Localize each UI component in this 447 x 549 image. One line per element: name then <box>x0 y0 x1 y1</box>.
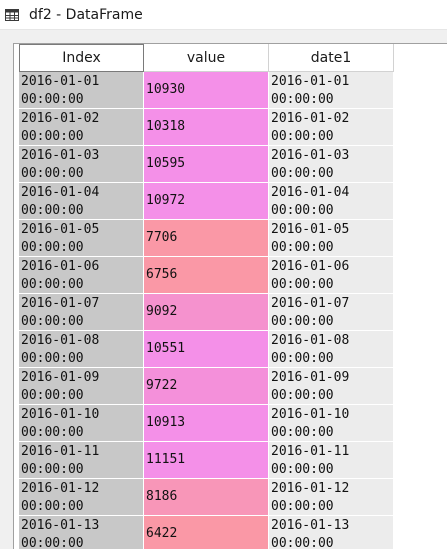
index-cell[interactable]: 2016-01-07 00:00:00 <box>19 294 144 331</box>
value-cell[interactable]: 7706 <box>144 220 269 257</box>
table-row[interactable]: 2016-01-08 00:00:00 10551 2016-01-08 00:00… <box>19 331 394 368</box>
table-row[interactable]: 2016-01-01 00:00:00 10930 2016-01-01 00:00… <box>19 72 394 109</box>
value-cell[interactable]: 10318 <box>144 109 269 146</box>
date1-cell[interactable]: 2016-01-03 00:00:00 <box>269 146 394 183</box>
value-cell[interactable]: 9722 <box>144 368 269 405</box>
table-row[interactable]: 2016-01-03 00:00:00 10595 2016-01-03 00:00… <box>19 146 394 183</box>
date1-cell[interactable]: 2016-01-05 00:00:00 <box>269 220 394 257</box>
dataframe-table: Index value date1 2016-01-01 00:00:00 109… <box>13 43 447 549</box>
index-cell[interactable]: 2016-01-04 00:00:00 <box>19 183 144 220</box>
date1-cell[interactable]: 2016-01-10 00:00:00 <box>269 405 394 442</box>
value-cell[interactable]: 10913 <box>144 405 269 442</box>
window-client-area: Index value date1 2016-01-01 00:00:00 109… <box>0 30 447 549</box>
date1-cell[interactable]: 2016-01-13 00:00:00 <box>269 516 394 549</box>
index-cell[interactable]: 2016-01-01 00:00:00 <box>19 72 144 109</box>
value-cell[interactable]: 6422 <box>144 516 269 549</box>
index-cell[interactable]: 2016-01-06 00:00:00 <box>19 257 144 294</box>
column-header-date1[interactable]: date1 <box>269 44 394 72</box>
index-cell[interactable]: 2016-01-08 00:00:00 <box>19 331 144 368</box>
table-row[interactable]: 2016-01-11 00:00:00 11151 2016-01-11 00:00… <box>19 442 394 479</box>
index-cell[interactable]: 2016-01-09 00:00:00 <box>19 368 144 405</box>
date1-cell[interactable]: 2016-01-09 00:00:00 <box>269 368 394 405</box>
window-titlebar: df2 - DataFrame <box>0 0 447 30</box>
table-row[interactable]: 2016-01-12 00:00:00 8186 2016-01-12 00:00:… <box>19 479 394 516</box>
date1-cell[interactable]: 2016-01-04 00:00:00 <box>269 183 394 220</box>
table-row[interactable]: 2016-01-07 00:00:00 9092 2016-01-07 00:00:… <box>19 294 394 331</box>
value-cell[interactable]: 6756 <box>144 257 269 294</box>
table-row[interactable]: 2016-01-09 00:00:00 9722 2016-01-09 00:00:… <box>19 368 394 405</box>
index-cell[interactable]: 2016-01-03 00:00:00 <box>19 146 144 183</box>
index-cell[interactable]: 2016-01-05 00:00:00 <box>19 220 144 257</box>
date1-cell[interactable]: 2016-01-06 00:00:00 <box>269 257 394 294</box>
table-row[interactable]: 2016-01-04 00:00:00 10972 2016-01-04 00:00… <box>19 183 394 220</box>
date1-cell[interactable]: 2016-01-07 00:00:00 <box>269 294 394 331</box>
table-header: Index value date1 <box>19 44 394 72</box>
value-cell[interactable]: 10595 <box>144 146 269 183</box>
index-cell[interactable]: 2016-01-10 00:00:00 <box>19 405 144 442</box>
value-cell[interactable]: 10551 <box>144 331 269 368</box>
value-cell[interactable]: 10930 <box>144 72 269 109</box>
value-cell[interactable]: 8186 <box>144 479 269 516</box>
index-cell[interactable]: 2016-01-13 00:00:00 <box>19 516 144 549</box>
index-cell[interactable]: 2016-01-12 00:00:00 <box>19 479 144 516</box>
column-header-index[interactable]: Index <box>19 44 144 72</box>
index-cell[interactable]: 2016-01-11 00:00:00 <box>19 442 144 479</box>
table-row[interactable]: 2016-01-06 00:00:00 6756 2016-01-06 00:00:… <box>19 257 394 294</box>
table-icon <box>5 8 19 21</box>
table-body: 2016-01-01 00:00:00 10930 2016-01-01 00:00… <box>19 72 394 549</box>
date1-cell[interactable]: 2016-01-01 00:00:00 <box>269 72 394 109</box>
index-cell[interactable]: 2016-01-02 00:00:00 <box>19 109 144 146</box>
column-header-value[interactable]: value <box>144 44 269 72</box>
value-cell[interactable]: 10972 <box>144 183 269 220</box>
date1-cell[interactable]: 2016-01-11 00:00:00 <box>269 442 394 479</box>
value-cell[interactable]: 9092 <box>144 294 269 331</box>
window-title: df2 - DataFrame <box>29 6 143 23</box>
date1-cell[interactable]: 2016-01-02 00:00:00 <box>269 109 394 146</box>
value-cell[interactable]: 11151 <box>144 442 269 479</box>
table-row[interactable]: 2016-01-05 00:00:00 7706 2016-01-05 00:00:… <box>19 220 394 257</box>
table-row[interactable]: 2016-01-13 00:00:00 6422 2016-01-13 00:00:… <box>19 516 394 549</box>
table-row[interactable]: 2016-01-10 00:00:00 10913 2016-01-10 00:00… <box>19 405 394 442</box>
date1-cell[interactable]: 2016-01-08 00:00:00 <box>269 331 394 368</box>
table-row[interactable]: 2016-01-02 00:00:00 10318 2016-01-02 00:00… <box>19 109 394 146</box>
date1-cell[interactable]: 2016-01-12 00:00:00 <box>269 479 394 516</box>
